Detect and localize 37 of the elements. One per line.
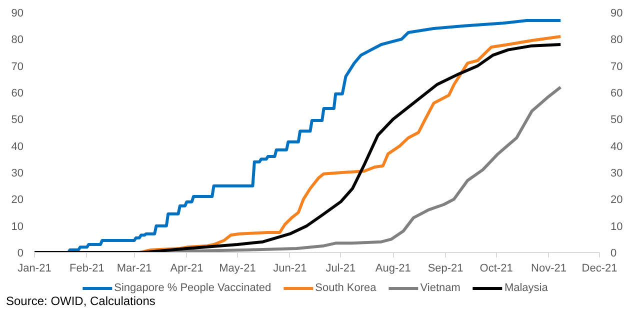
x-tick-label: Aug-21 xyxy=(375,262,411,274)
y-tick-label: 70 xyxy=(11,60,24,73)
y2-tick-label: 10 xyxy=(610,220,623,233)
y2-tick-label: 40 xyxy=(610,140,623,153)
y-tick-label: 30 xyxy=(11,168,24,180)
x-tick-label: May-21 xyxy=(219,262,256,274)
x-tick-label: Jun-21 xyxy=(273,262,307,274)
x-tick-label: Jan-21 xyxy=(18,262,52,274)
x-tick-label: Dec-21 xyxy=(582,262,618,274)
x-tick-label: Sep-21 xyxy=(428,262,464,274)
y-tick-label: 90 xyxy=(11,8,24,20)
x-tick-label: Jul-21 xyxy=(326,262,356,274)
x-tick-label: Feb-21 xyxy=(70,262,104,274)
legend-label: Singapore % People Vaccinated xyxy=(114,282,272,294)
y2-tick-label: 20 xyxy=(610,194,623,206)
y-tick-label: 40 xyxy=(11,140,24,153)
source-note: Source: OWID, Calculations xyxy=(6,294,156,310)
y-tick-label: 60 xyxy=(11,88,24,100)
y2-tick-label: 0 xyxy=(610,248,617,260)
y2-tick-label: 60 xyxy=(610,88,623,100)
y-tick-label: 10 xyxy=(11,220,24,233)
x-tick-label: Nov-21 xyxy=(531,262,566,274)
y2-tick-label: 70 xyxy=(610,60,623,73)
legend-label: South Korea xyxy=(315,282,376,294)
y-tick-label: 20 xyxy=(11,194,24,206)
legend-label: Vietnam xyxy=(420,282,460,294)
x-tick-label: Oct-21 xyxy=(480,262,513,274)
y-tick-label: 50 xyxy=(11,114,24,126)
legend-label: Malaysia xyxy=(504,282,548,294)
y2-tick-label: 30 xyxy=(610,168,623,180)
y-tick-label: 80 xyxy=(11,34,24,46)
y-tick-label: 0 xyxy=(17,248,24,260)
x-tick-label: Apr-21 xyxy=(170,262,204,274)
x-tick-label: Mar-21 xyxy=(116,262,152,274)
y2-tick-label: 90 xyxy=(610,8,623,20)
y2-tick-label: 50 xyxy=(610,114,623,126)
y2-tick-label: 80 xyxy=(610,34,623,46)
